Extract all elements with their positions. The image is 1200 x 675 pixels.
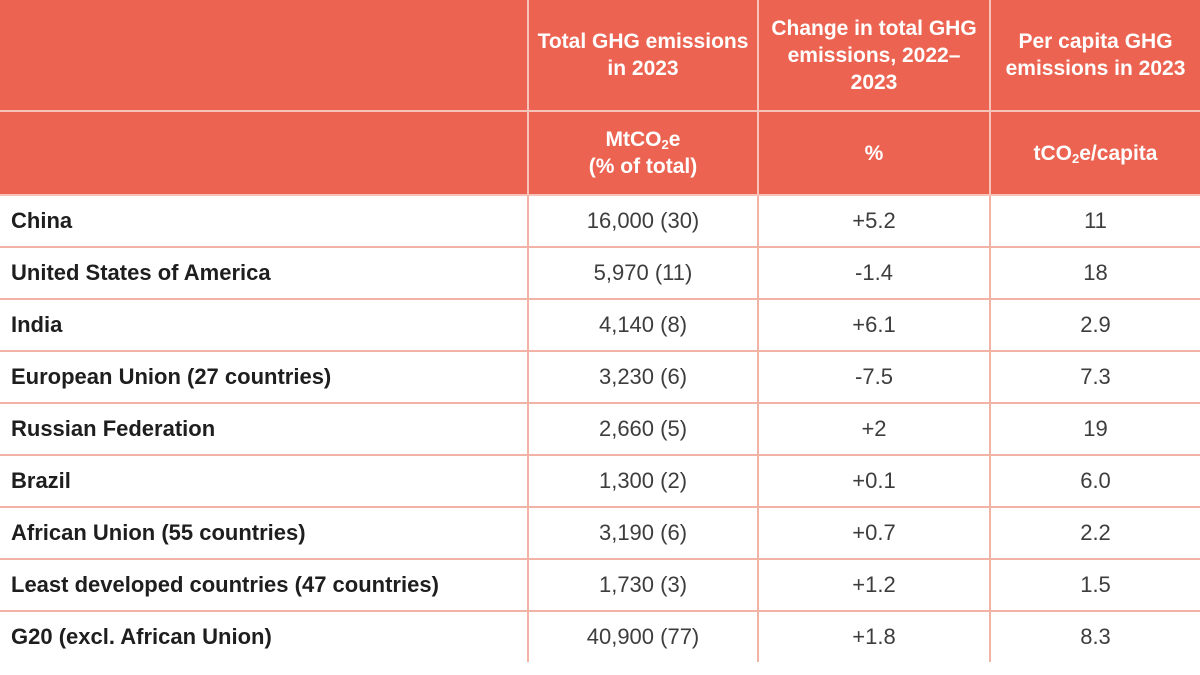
row-name: G20 (excl. African Union) (11, 624, 272, 649)
header-blank-unit-cell (0, 111, 528, 196)
table-row: Least developed countries (47 countries)… (0, 559, 1200, 612)
cell-per-capita: 7.3 (989, 351, 1200, 404)
row-name: India (0, 299, 528, 352)
unit-total-note: (% of total) (588, 155, 698, 178)
cell-total: 2,660 (5) (527, 403, 758, 456)
cell-change: -7.5 (757, 351, 990, 404)
cell-total: 4,140 (8) (527, 299, 758, 352)
cell-total: 1,300 (2) (527, 455, 758, 508)
header-row-units: MtCO2e (% of total) % tCO2e/capita (0, 111, 1200, 196)
row-name: European Union (27 countries) (0, 351, 528, 404)
cell-change: -1.4 (757, 247, 990, 300)
row-name: Least developed countries (47 countries) (0, 559, 528, 612)
row-name: China (0, 195, 528, 248)
cell-per-capita: 18 (989, 247, 1200, 300)
header-change-emissions: Change in total GHG emissions, 2022–2023 (757, 0, 990, 112)
cell-per-capita: 2.2 (989, 507, 1200, 560)
header-per-capita: Per capita GHG emissions in 2023 (989, 0, 1200, 112)
unit-total-emissions: MtCO2e (% of total) (527, 111, 758, 196)
table-body: China 16,000 (30) +5.2 11 United States … (0, 195, 1200, 662)
cell-per-capita: 19 (989, 403, 1200, 456)
cell-change: +1.8 (757, 611, 990, 662)
row-name: United States of America (0, 247, 528, 300)
row-name: African Union (55 countries) (0, 507, 528, 560)
cell-total: 1,730 (3) (527, 559, 758, 612)
table-header: Total GHG emissions in 2023 Change in to… (0, 0, 1200, 196)
table-row: G20 (excl. African Union) 40,900 (77) +1… (0, 611, 1200, 662)
cell-per-capita: 11 (989, 195, 1200, 248)
cell-per-capita: 6.0 (989, 455, 1200, 508)
header-total-emissions: Total GHG emissions in 2023 (527, 0, 758, 112)
cell-total: 3,190 (6) (527, 507, 758, 560)
row-name: Russian Federation (0, 403, 528, 456)
table-row: United States of America 5,970 (11) -1.4… (0, 247, 1200, 300)
cell-total: 16,000 (30) (527, 195, 758, 248)
cell-per-capita: 1.5 (989, 559, 1200, 612)
cell-change: +0.7 (757, 507, 990, 560)
cell-total: 40,900 (77) (527, 611, 758, 662)
cell-total: 5,970 (11) (527, 247, 758, 300)
unit-change: % (757, 111, 990, 196)
cell-per-capita: 2.9 (989, 299, 1200, 352)
row-name: Brazil (0, 455, 528, 508)
header-blank-cell (0, 0, 528, 112)
cell-change: +0.1 (757, 455, 990, 508)
cell-change: +1.2 (757, 559, 990, 612)
header-row-titles: Total GHG emissions in 2023 Change in to… (0, 0, 1200, 112)
unit-total-main: MtCO2e (605, 128, 681, 152)
table-row: European Union (27 countries) 3,230 (6) … (0, 351, 1200, 404)
unit-per-capita: tCO2e/capita (989, 111, 1200, 196)
table-row: Brazil 1,300 (2) +0.1 6.0 (0, 455, 1200, 508)
table-row: Russian Federation 2,660 (5) +2 19 (0, 403, 1200, 456)
table-row: China 16,000 (30) +5.2 11 (0, 195, 1200, 248)
cell-per-capita: 8.3 (989, 611, 1200, 662)
cell-change: +2 (757, 403, 990, 456)
cell-total: 3,230 (6) (527, 351, 758, 404)
table-row: India 4,140 (8) +6.1 2.9 (0, 299, 1200, 352)
cell-change: +6.1 (757, 299, 990, 352)
table-row: African Union (55 countries) 3,190 (6) +… (0, 507, 1200, 560)
cell-change: +5.2 (757, 195, 990, 248)
